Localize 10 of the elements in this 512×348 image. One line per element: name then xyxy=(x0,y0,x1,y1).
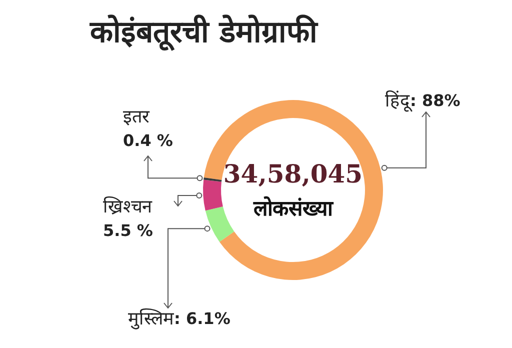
data-label: 5.5 % xyxy=(103,221,153,240)
data-label: : 6.1% xyxy=(174,309,230,328)
slice-label: हिंदू xyxy=(385,90,413,113)
text: लोकसंख्या xyxy=(252,195,334,220)
data-label: 0.4 % xyxy=(123,131,173,150)
chart-title: कोइंबतूरची डेमोग्राफी xyxy=(88,14,320,53)
slice-label: इतर xyxy=(123,106,150,128)
slice-label: मुस्लिम xyxy=(128,308,175,330)
text: 34,58,045 xyxy=(223,160,363,188)
slice-label: ख्रिश्चन xyxy=(103,196,153,218)
